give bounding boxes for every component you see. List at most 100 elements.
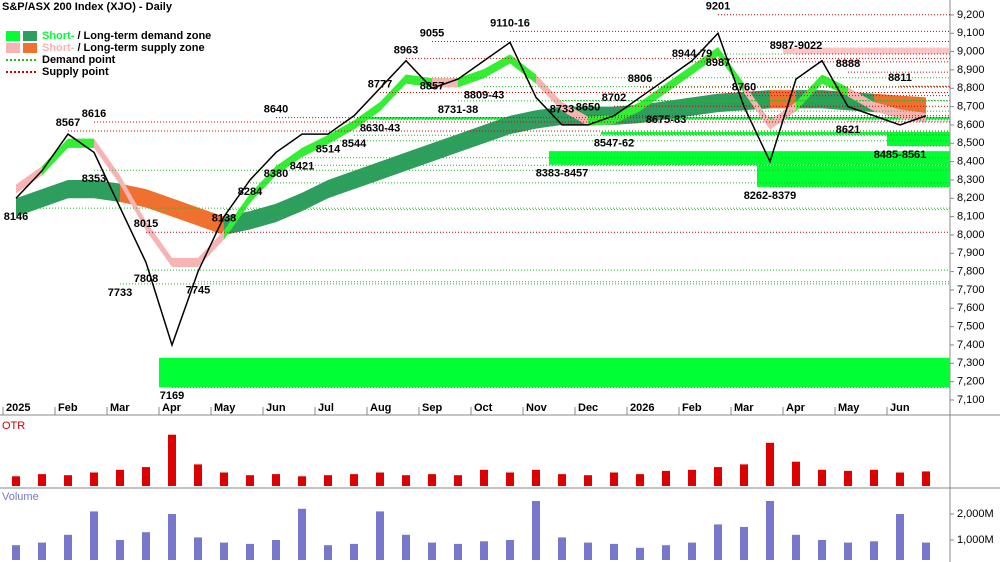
- otr-bar: [636, 474, 644, 486]
- y-tick-label: 8,100: [957, 211, 985, 223]
- zone: [757, 165, 950, 187]
- x-tick-label: Jul: [318, 402, 334, 414]
- otr-bar: [740, 464, 748, 486]
- y-tick-label: 2,000M: [957, 508, 994, 520]
- legend-label: Short- / Long-term demand zone: [42, 30, 211, 42]
- ma-band: [432, 78, 458, 88]
- volume-bar: [792, 534, 800, 560]
- otr-bar: [12, 476, 20, 486]
- otr-bar: [142, 467, 150, 486]
- volume-title: Volume: [2, 491, 39, 503]
- y-tick-label: 8,500: [957, 137, 985, 149]
- legend-rest: / Long-term demand zone: [74, 30, 211, 42]
- ma-band: [94, 179, 120, 202]
- volume-bar: [38, 542, 46, 560]
- zone: [783, 47, 950, 54]
- y-tick-label: 7,800: [957, 266, 985, 278]
- volume-bar: [142, 532, 150, 560]
- ma-band: [16, 189, 42, 217]
- ma-band: [640, 83, 666, 112]
- x-tick-label: 2025: [6, 402, 30, 414]
- y-tick-label: 8,900: [957, 64, 985, 76]
- x-tick-label: Apr: [786, 402, 806, 414]
- volume-bar: [506, 540, 514, 560]
- annotation: 8731-38: [438, 104, 478, 116]
- otr-bar: [818, 469, 826, 486]
- annotation: 8857: [420, 81, 444, 93]
- annotation: 8383-8457: [536, 168, 589, 180]
- annotation: 7808: [134, 273, 158, 285]
- ma-band: [666, 65, 692, 93]
- volume-bar: [558, 537, 566, 560]
- annotation: 8888: [836, 58, 860, 70]
- volume-bar: [116, 540, 124, 560]
- otr-bar: [662, 470, 670, 486]
- annotation: 8811: [888, 72, 912, 84]
- x-tick-label: Oct: [474, 402, 493, 414]
- annotation: 8015: [134, 218, 158, 230]
- volume-bar: [454, 543, 462, 560]
- ma-band: [770, 90, 796, 109]
- annotation: 8262-8379: [744, 190, 797, 202]
- y-tick-label: 7,400: [957, 339, 985, 351]
- annotation: 8146: [4, 211, 28, 223]
- x-tick-label: Mar: [734, 402, 754, 414]
- annotation: 8353: [82, 173, 106, 185]
- annotation: 8987: [706, 57, 730, 69]
- volume-bar: [714, 524, 722, 560]
- x-tick-label: Jun: [266, 402, 286, 414]
- volume-bar: [922, 542, 930, 560]
- ma-band: [16, 166, 42, 194]
- volume-bar: [12, 545, 20, 560]
- ma-band: [302, 135, 328, 158]
- otr-bar: [298, 476, 306, 486]
- ma-band: [484, 54, 510, 79]
- y-tick-label: 7,500: [957, 321, 985, 333]
- volume-bar: [688, 542, 696, 560]
- ma-band: [354, 161, 380, 190]
- legend-short: Short-: [42, 42, 75, 54]
- chart-title: S&P/ASX 200 Index (XJO) - Daily: [2, 1, 173, 13]
- ma-band: [328, 120, 354, 145]
- annotation: 8421: [290, 161, 314, 173]
- x-tick-label: May: [214, 402, 236, 414]
- volume-bar: [896, 514, 904, 560]
- ma-band: [874, 102, 900, 119]
- otr-bar: [870, 469, 878, 486]
- x-tick-label: Nov: [526, 402, 548, 414]
- ma-band: [406, 143, 432, 171]
- ma-band: [198, 207, 224, 235]
- y-tick-label: 7,700: [957, 284, 985, 296]
- legend-swatch: [23, 43, 37, 53]
- otr-bar: [922, 471, 930, 486]
- annotation: 7733: [108, 287, 132, 299]
- annotation: 8544: [342, 138, 367, 150]
- otr-bar: [194, 464, 202, 486]
- volume-bar: [584, 542, 592, 560]
- otr-bar: [714, 467, 722, 486]
- volume-bar: [662, 545, 670, 560]
- x-tick-label: Aug: [370, 402, 391, 414]
- ma-band: [822, 74, 848, 97]
- volume-bar: [272, 540, 280, 560]
- ma-band: [42, 138, 68, 176]
- annotation: 8809-43: [464, 90, 504, 102]
- volume-bar: [870, 541, 878, 560]
- annotation: 8380: [264, 168, 288, 180]
- y-tick-label: 8,800: [957, 82, 985, 94]
- volume-bar: [90, 511, 98, 560]
- volume-bar: [324, 545, 332, 560]
- y-tick-label: 9,000: [957, 45, 985, 57]
- ma-band: [172, 198, 198, 226]
- otr-bar: [688, 469, 696, 486]
- volume-bar: [428, 542, 436, 560]
- ma-band: [302, 179, 328, 212]
- volume-bar: [350, 543, 358, 560]
- y-tick-label: 8,600: [957, 119, 985, 131]
- annotation: 8963: [394, 44, 418, 56]
- legend-label: Short- / Long-term supply zone: [42, 42, 205, 54]
- annotation: 7169: [160, 390, 184, 402]
- ma-band: [380, 152, 406, 180]
- price-line: [15, 31, 927, 348]
- x-tick-label: Dec: [578, 402, 598, 414]
